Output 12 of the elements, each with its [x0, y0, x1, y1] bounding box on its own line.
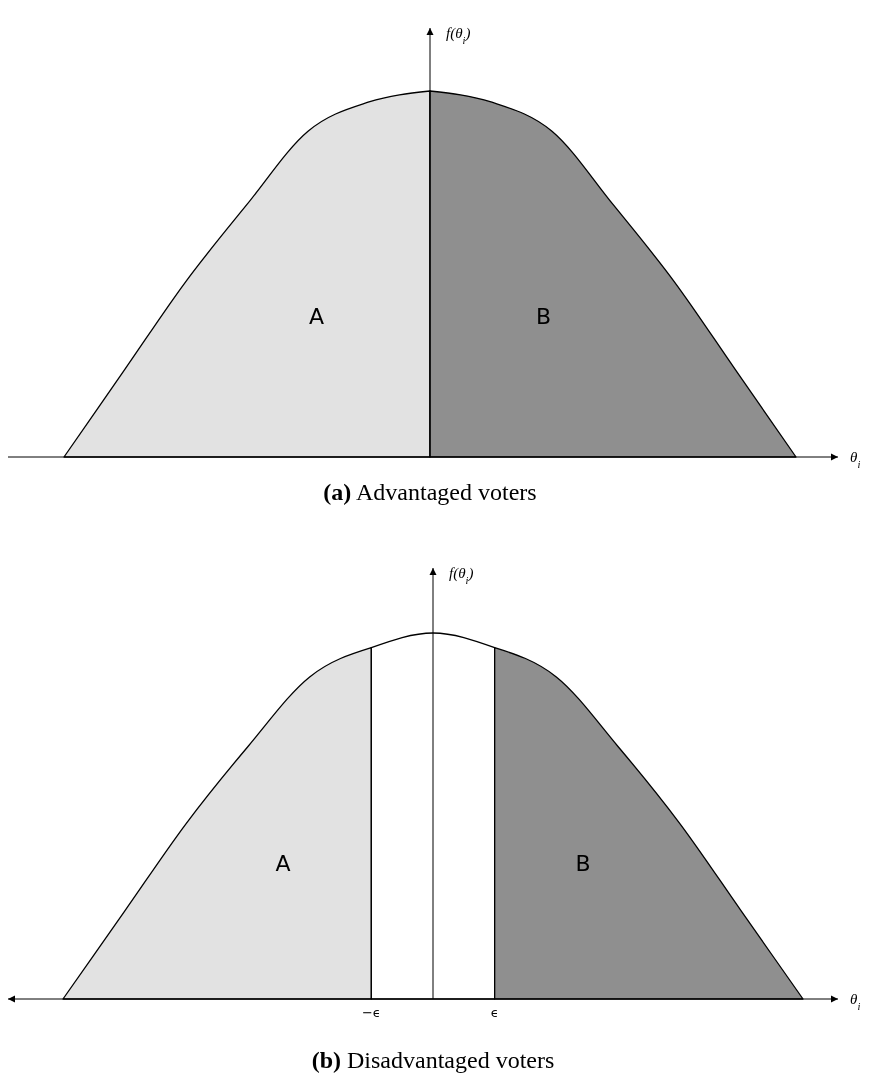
annotation: B: [535, 303, 551, 329]
annotation: B: [575, 851, 591, 877]
x-tick-label: ϵ: [490, 1005, 499, 1020]
y-axis-title: f(θ$_{i}$): [446, 25, 471, 46]
text: (a) Advantaged voters: [323, 479, 537, 505]
x-axis-title: θ$_{i}$: [850, 991, 861, 1012]
annotation: A: [275, 851, 291, 877]
x-tick-label: −ϵ: [361, 1005, 381, 1020]
text: (b) Disadvantaged voters: [311, 1047, 555, 1073]
y-axis-title: f(θ$_{i}$): [449, 565, 474, 586]
x-axis-title: θ$_{i}$: [850, 449, 861, 470]
annotation: A: [309, 303, 325, 329]
